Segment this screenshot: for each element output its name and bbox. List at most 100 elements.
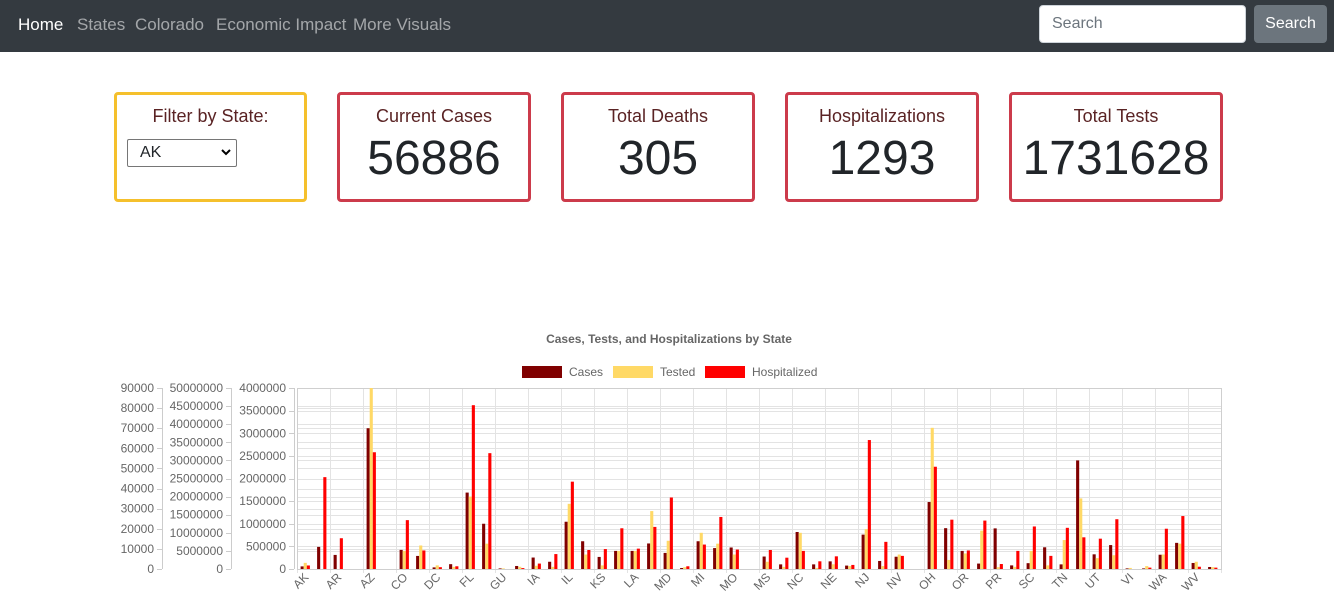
bar-hospitalized-wy[interactable] — [1214, 567, 1218, 569]
bar-cases-nm[interactable] — [878, 560, 882, 569]
bar-cases-nc[interactable] — [795, 532, 799, 569]
bar-cases-nd[interactable] — [812, 564, 816, 569]
bar-tested-ia[interactable] — [534, 565, 538, 569]
bar-tested-mi[interactable] — [699, 532, 703, 569]
bar-cases-al[interactable] — [317, 546, 321, 569]
bar-cases-sd[interactable] — [1043, 547, 1047, 569]
bar-tested-ne[interactable] — [831, 564, 835, 569]
bar-cases-ct[interactable] — [416, 555, 420, 569]
bar-tested-pr[interactable] — [996, 567, 1000, 569]
bar-tested-nc[interactable] — [798, 532, 802, 569]
bar-cases-or[interactable] — [960, 550, 964, 569]
search-button[interactable]: Search — [1254, 5, 1327, 43]
bar-tested-ok[interactable] — [947, 559, 951, 569]
bar-hospitalized-me[interactable] — [686, 566, 690, 569]
nav-economic-impact[interactable]: Economic Impact — [216, 15, 347, 34]
bar-cases-ms[interactable] — [762, 556, 766, 569]
bar-tested-wv[interactable] — [1194, 561, 1198, 569]
bar-tested-wi[interactable] — [1178, 543, 1182, 569]
legend-label-tested[interactable]: Tested — [660, 365, 695, 379]
bar-hospitalized-nc[interactable] — [801, 550, 805, 569]
bar-cases-in[interactable] — [581, 541, 585, 569]
bar-cases-ks[interactable] — [597, 556, 601, 569]
state-select[interactable]: AK — [127, 139, 237, 167]
bar-cases-dc[interactable] — [432, 567, 436, 569]
bar-tested-vi[interactable] — [1128, 567, 1132, 569]
bar-hospitalized-wv[interactable] — [1197, 566, 1201, 569]
bar-tested-pa[interactable] — [980, 530, 984, 569]
bar-cases-ak[interactable] — [300, 566, 304, 569]
bar-cases-wv[interactable] — [1191, 562, 1195, 569]
bar-hospitalized-fl[interactable] — [471, 405, 475, 569]
bar-cases-pr[interactable] — [993, 528, 997, 569]
bar-tested-fl[interactable] — [468, 496, 472, 569]
bar-hospitalized-ma[interactable] — [653, 526, 657, 569]
legend-label-hospitalized[interactable]: Hospitalized — [752, 365, 817, 379]
bar-hospitalized-ia[interactable] — [537, 563, 541, 569]
bar-hospitalized-ne[interactable] — [834, 556, 838, 569]
bar-cases-hi[interactable] — [515, 565, 519, 569]
bar-tested-ri[interactable] — [1013, 566, 1017, 569]
legend-label-cases[interactable]: Cases — [569, 365, 603, 379]
bar-tested-dc[interactable] — [435, 565, 439, 569]
bar-hospitalized-ok[interactable] — [950, 519, 954, 569]
bar-cases-sc[interactable] — [1026, 563, 1030, 569]
bar-hospitalized-in[interactable] — [587, 550, 591, 569]
bar-tested-or[interactable] — [963, 553, 967, 569]
bar-hospitalized-vt[interactable] — [1148, 567, 1152, 569]
bar-hospitalized-hi[interactable] — [521, 568, 525, 569]
bar-hospitalized-nj[interactable] — [867, 440, 871, 569]
bar-cases-ia[interactable] — [531, 557, 535, 569]
bar-hospitalized-mt[interactable] — [785, 557, 789, 569]
bar-cases-de[interactable] — [449, 564, 453, 569]
bar-tested-co[interactable] — [402, 550, 406, 569]
bar-hospitalized-co[interactable] — [405, 520, 409, 569]
bar-tested-sd[interactable] — [1046, 565, 1050, 569]
bar-hospitalized-nm[interactable] — [884, 541, 888, 569]
bar-cases-ut[interactable] — [1092, 554, 1096, 569]
bar-hospitalized-la[interactable] — [636, 548, 640, 569]
bar-tested-oh[interactable] — [930, 427, 934, 569]
bar-cases-me[interactable] — [680, 567, 684, 569]
bar-cases-oh[interactable] — [927, 502, 931, 569]
bar-cases-ga[interactable] — [482, 523, 486, 569]
bar-cases-ar[interactable] — [333, 554, 337, 569]
bar-cases-nj[interactable] — [861, 534, 865, 569]
bar-tested-md[interactable] — [666, 540, 670, 569]
bar-hospitalized-sd[interactable] — [1049, 555, 1053, 569]
bar-cases-vi[interactable] — [1125, 568, 1129, 569]
bar-hospitalized-az[interactable] — [372, 452, 376, 569]
bar-hospitalized-ct[interactable] — [422, 550, 426, 569]
bar-hospitalized-tx[interactable] — [1082, 537, 1086, 569]
bar-tested-ut[interactable] — [1095, 558, 1099, 569]
bar-tested-mo[interactable] — [732, 554, 736, 569]
bar-tested-de[interactable] — [452, 566, 456, 569]
bar-hospitalized-ks[interactable] — [603, 549, 607, 569]
bar-cases-mo[interactable] — [729, 547, 733, 569]
bar-tested-ct[interactable] — [419, 545, 423, 569]
bar-tested-wa[interactable] — [1161, 554, 1165, 569]
bar-tested-tn[interactable] — [1062, 540, 1066, 569]
bar-tested-in[interactable] — [584, 554, 588, 569]
bar-tested-ky[interactable] — [617, 550, 621, 569]
bar-hospitalized-tn[interactable] — [1065, 527, 1069, 569]
bar-tested-il[interactable] — [567, 503, 571, 569]
bar-tested-mn[interactable] — [716, 543, 720, 569]
bar-hospitalized-mi[interactable] — [702, 544, 706, 569]
bar-cases-il[interactable] — [564, 521, 568, 569]
bar-tested-tx[interactable] — [1079, 498, 1083, 569]
bar-cases-ne[interactable] — [828, 561, 832, 569]
bar-tested-vt[interactable] — [1145, 566, 1149, 569]
bar-cases-az[interactable] — [366, 428, 370, 569]
bar-hospitalized-mo[interactable] — [735, 549, 739, 569]
bar-cases-mt[interactable] — [779, 564, 783, 569]
bar-cases-ri[interactable] — [1010, 565, 1014, 569]
bar-cases-ky[interactable] — [614, 550, 618, 569]
bar-hospitalized-id[interactable] — [554, 554, 558, 569]
bar-hospitalized-md[interactable] — [669, 497, 673, 570]
bar-cases-va[interactable] — [1109, 545, 1113, 569]
bar-hospitalized-nh[interactable] — [851, 564, 855, 569]
legend-swatch-tested[interactable] — [613, 366, 653, 378]
bar-hospitalized-de[interactable] — [455, 566, 459, 569]
bar-hospitalized-il[interactable] — [570, 481, 574, 569]
